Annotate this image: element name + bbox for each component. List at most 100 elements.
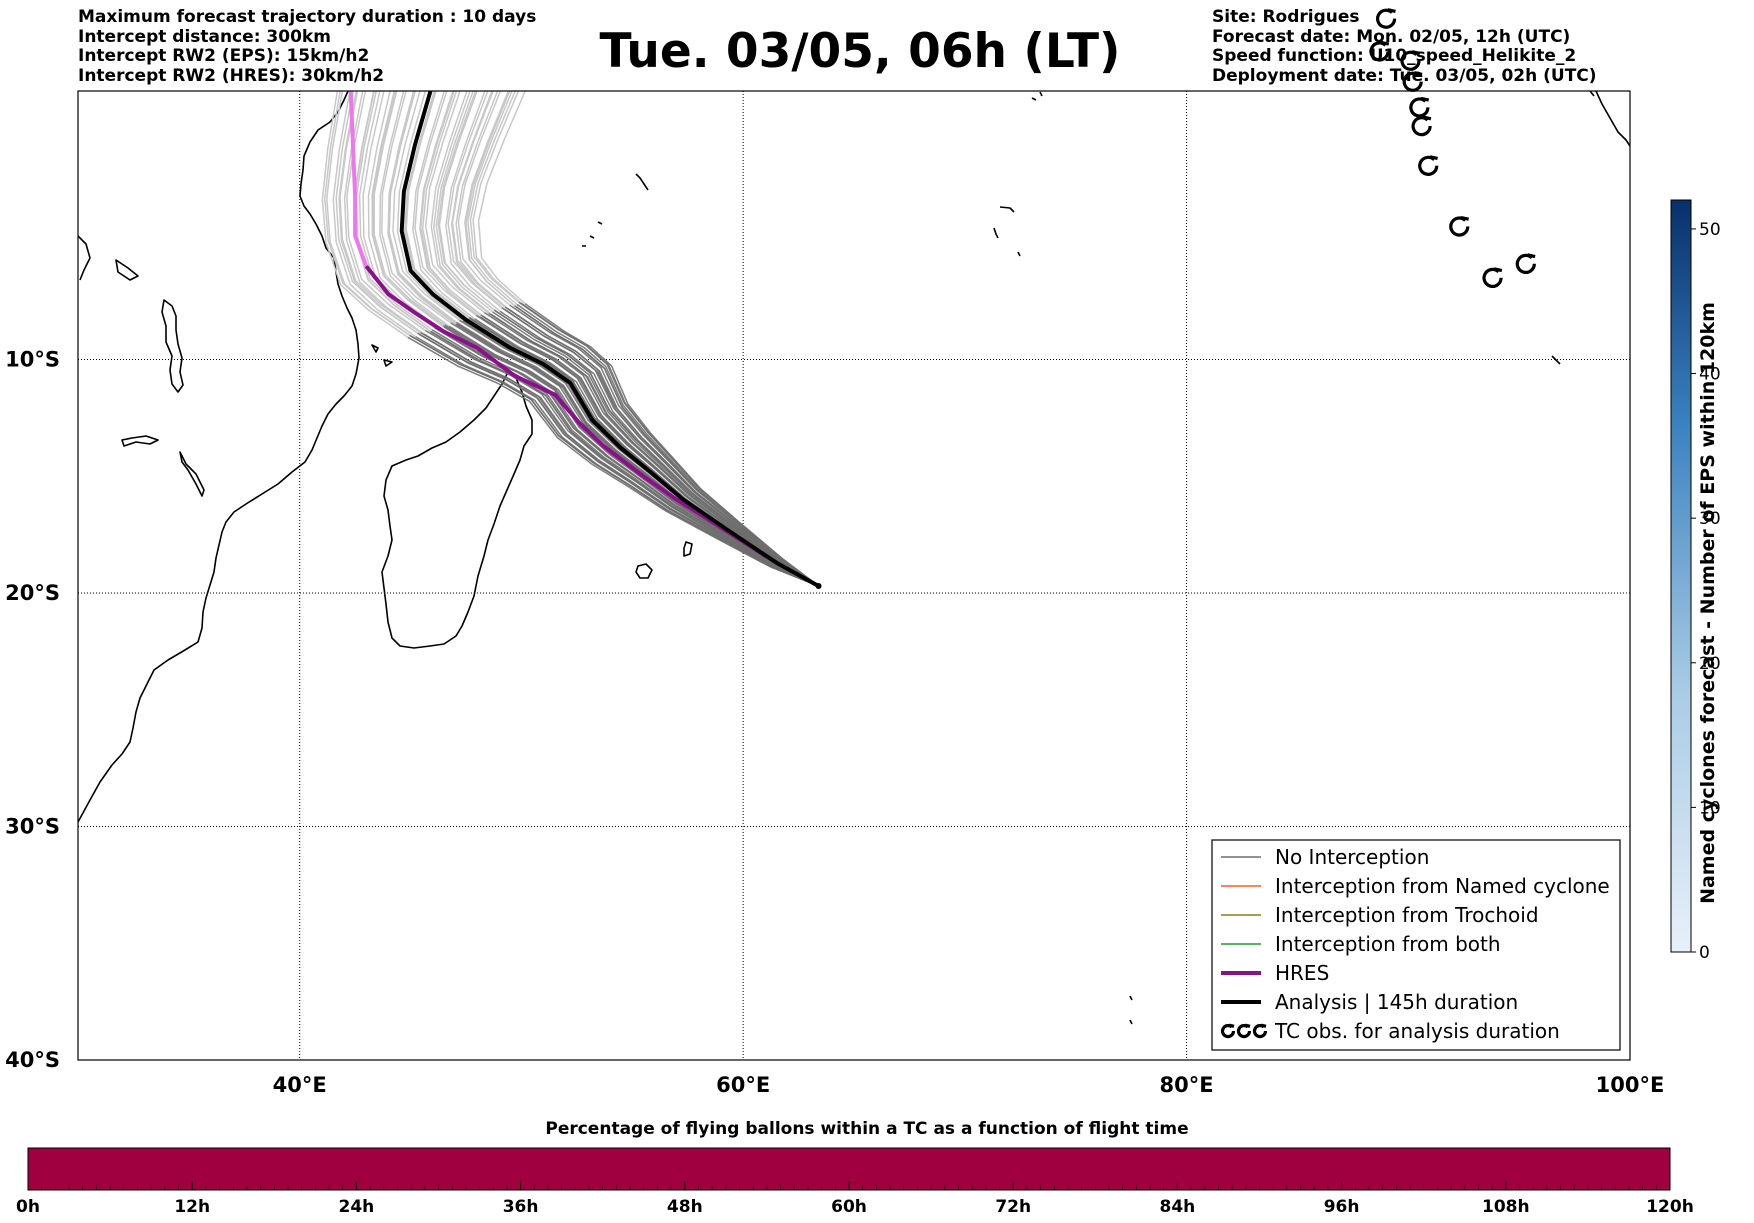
eps-trajectory: [516, 303, 819, 587]
tc-symbol: [1252, 1023, 1268, 1039]
latitude-tick-label: 10°S: [5, 348, 60, 372]
flight-time-tick-label: 0h: [16, 1197, 40, 1217]
map-frame: [77, 90, 1631, 1061]
legend-label: Analysis | 145h duration: [1275, 990, 1518, 1014]
eps-colorbar: 0 10 20 30 40 50: [1670, 199, 1721, 963]
tc-symbol-arc: [1449, 216, 1470, 237]
eps-trajectory: [424, 329, 819, 587]
longitude-tick-label: 100°E: [1596, 1073, 1665, 1097]
maldives-islands: [993, 206, 1021, 257]
eps-trajectory-late: [435, 91, 494, 313]
mauritius-island: [683, 541, 693, 557]
tc-symbol-tail: [1422, 115, 1432, 121]
eps-trajectory-late: [455, 91, 509, 310]
tc-symbol-arc: [1402, 71, 1423, 92]
longitude-tick-label: 80°E: [1160, 1073, 1214, 1097]
eps-trajectory-late: [433, 91, 492, 315]
tc-symbol-arc: [1220, 1024, 1236, 1039]
eps-trajectory-late: [332, 91, 417, 338]
reunion-island: [635, 563, 653, 579]
flight-time-tick-label: 96h: [1324, 1197, 1360, 1217]
seychelles-islands: [582, 173, 649, 247]
kerguelen-islands: [1129, 995, 1133, 1025]
eps-colorbar-tick-label: 30: [1699, 509, 1721, 529]
eps-trajectory: [504, 306, 819, 587]
tc-symbol-tail: [1380, 40, 1390, 46]
legend-label: Interception from Named cyclone: [1275, 874, 1610, 898]
eps-trajectory-late: [467, 91, 518, 305]
eps-trajectory-late: [457, 91, 511, 306]
eps-trajectory-late: [464, 91, 516, 307]
tc-symbol: [1409, 96, 1430, 118]
tc-symbol: [1515, 253, 1536, 274]
eps-trajectory-late: [381, 91, 452, 324]
eps-trajectory-late: [451, 91, 506, 308]
longitude-tick-label: 40°E: [273, 1073, 327, 1097]
header-info-line: Speed function: U10_speed_Helikite_2: [1212, 46, 1577, 66]
eps-trajectory-late: [379, 91, 450, 327]
flight-time-tick-label: 108h: [1482, 1197, 1530, 1217]
tc-symbol-tail: [1387, 8, 1396, 13]
eps-trajectory-late: [324, 91, 410, 336]
sri-lanka-fragment: [1589, 91, 1595, 97]
eps-trajectory-late: [445, 91, 501, 312]
flight-time-tick-label: 72h: [995, 1197, 1031, 1217]
eps-trajectory-late: [437, 91, 495, 311]
eps-trajectory-late: [447, 91, 503, 309]
map-gridlines: [78, 91, 1630, 1060]
tc-symbol-tail: [1420, 96, 1430, 102]
flight-time-tick-label: 36h: [503, 1197, 539, 1217]
flight-time-colorbar: 0h 12h 24h 36h 48h 60h 72h 84h 96h 108h 120h: [16, 1147, 1694, 1217]
tc-symbol-arc: [1515, 253, 1536, 274]
eps-trajectory-late: [388, 91, 457, 323]
eps-trajectory-late: [477, 91, 526, 305]
eps-trajectory: [493, 309, 819, 587]
tc-symbol-tail: [1527, 253, 1536, 259]
eps-trajectory-late: [472, 91, 522, 304]
lake-malawi: [179, 451, 205, 497]
tc-symbol: [1411, 115, 1432, 137]
flight-time-tick-label: 120h: [1646, 1197, 1694, 1217]
header-info-line: Intercept RW2 (EPS): 15km/h2: [78, 46, 370, 66]
eps-trajectory-late: [339, 91, 421, 334]
eps-trajectory-late: [392, 91, 460, 321]
chagos-islands: [1551, 355, 1561, 365]
eps-colorbar-gradient: [1670, 199, 1692, 953]
small-island: [1031, 91, 1043, 101]
tc-symbol-arc: [1236, 1024, 1252, 1039]
eps-trajectory: [480, 314, 819, 587]
eps-trajectory-late: [430, 91, 490, 314]
eps-trajectory: [514, 305, 819, 587]
legend-box: [1211, 839, 1621, 1051]
tc-symbol-arc: [1482, 267, 1503, 288]
eps-trajectory: [501, 307, 819, 587]
arabia-coastline: [78, 235, 91, 281]
tc-symbol: [1369, 40, 1390, 62]
tc-symbol-arc: [1409, 97, 1430, 118]
map-axis-labels: 40°E 60°E 80°E 100°E 10°S 20°S 30°S 40°S: [5, 348, 1664, 1097]
eps-trajectory-late: [412, 91, 476, 320]
eps-trajectory-late: [371, 91, 444, 327]
eps-trajectory-late: [419, 91, 481, 318]
tc-symbol: [1449, 215, 1470, 237]
tc-symbol-arc: [1400, 50, 1421, 71]
tc-symbol-tail: [1244, 1023, 1251, 1028]
longitude-tick-label: 60°E: [716, 1073, 770, 1097]
tc-symbol: [1418, 155, 1439, 176]
header-left-info: Maximum forecast trajectory duration : 1…: [78, 7, 536, 86]
header-info-line: Site: Rodrigues: [1212, 7, 1360, 27]
header-right-info: Site: Rodrigues Forecast date: Mon. 02/0…: [1212, 7, 1597, 86]
flight-time-tick-label: 84h: [1160, 1197, 1196, 1217]
latitude-tick-label: 20°S: [5, 581, 60, 605]
eps-trajectory-late: [335, 91, 419, 334]
eps-trajectory-late: [373, 91, 446, 326]
tc-symbol-tail: [1411, 50, 1421, 55]
tc-symbol: [1402, 71, 1423, 92]
tc-symbol-arc: [1252, 1024, 1268, 1039]
eps-colorbar-tick-label: 20: [1699, 654, 1721, 674]
tc-symbol-tail: [1429, 155, 1438, 161]
eps-colorbar-tick-label: 10: [1699, 798, 1721, 818]
tc-symbol: [1220, 1023, 1236, 1039]
tc-symbol: [1482, 267, 1503, 288]
tc-symbol: [1376, 8, 1397, 29]
